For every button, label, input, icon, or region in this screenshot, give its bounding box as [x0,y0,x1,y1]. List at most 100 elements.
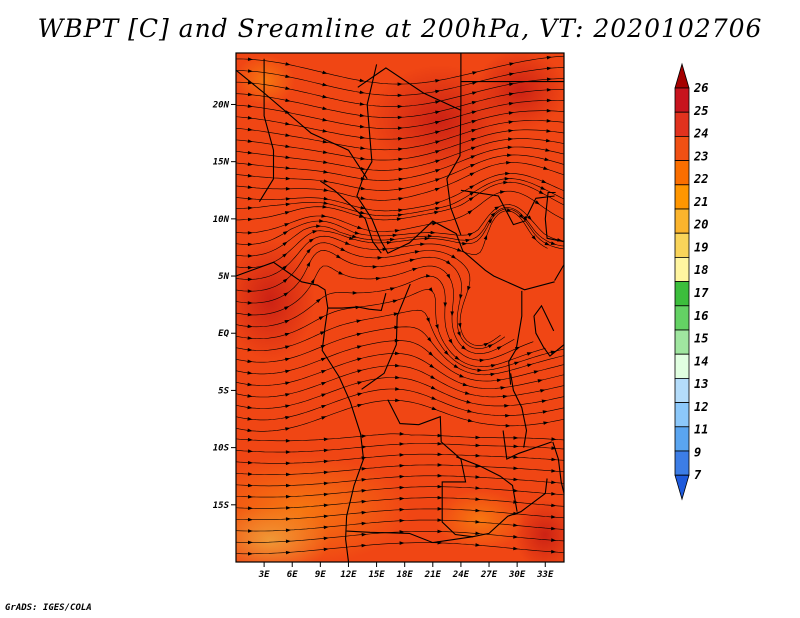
streamline-arrowhead [285,472,291,477]
streamline-arrowhead [467,409,473,413]
streamline-arrowhead [247,206,253,210]
streamline-arrowhead [546,77,552,82]
streamline [236,204,564,245]
x-tick-label: 12E [340,570,357,580]
streamline-arrowhead [479,358,485,363]
streamline-arrowhead [551,480,557,485]
streamline-arrowhead [470,163,476,168]
streamline-arrowhead [398,187,404,192]
streamline-arrowhead [282,278,288,283]
streamline-arrowhead [323,503,329,508]
streamline-arrowhead [508,111,514,115]
streamline [236,190,564,234]
streamline-arrowhead [508,101,515,106]
streamline-arrowhead [285,144,291,149]
streamline-arrowhead [475,453,481,458]
streamline-arrowhead [398,208,404,213]
streamline-arrowhead [475,543,481,547]
streamline-arrowhead [285,121,291,126]
streamline-arrowhead [359,78,365,83]
streamline-arrowhead [372,265,378,269]
y-tick-label: 20N [212,100,230,110]
streamline-arrowhead [397,136,404,141]
streamline-arrowhead [437,484,443,489]
streamline-arrowhead [434,187,441,192]
streamline-arrowhead [247,254,253,258]
x-tick-label: 3E [258,570,270,580]
streamline-arrowhead [435,140,441,144]
streamline-arrowhead [351,234,358,239]
streamline-arrowhead [483,234,488,240]
colorbar-label: 24 [693,127,708,141]
streamline-arrowhead [435,159,441,164]
streamline-arrowhead [508,120,514,124]
streamline-arrowhead [543,166,549,170]
streamline-arrowhead [247,417,253,421]
streamline-arrowhead [394,351,400,356]
streamline-arrowhead [322,150,329,154]
streamline-arrowhead [435,206,441,211]
streamline-arrowhead [361,543,367,548]
streamline-arrowhead [322,82,328,87]
streamline-arrowhead [357,369,363,373]
colorbar-segment [674,111,690,137]
streamline-arrowhead [323,179,329,183]
streamline-arrowhead [437,433,443,438]
streamline-arrowhead [247,428,253,433]
streamline-arrowhead [322,94,328,99]
wbpt-low-patch [435,490,525,550]
streamline-arrowhead [247,150,253,155]
streamline-arrowhead [285,176,291,181]
streamline-arrowhead [359,102,365,106]
streamline-arrowhead [354,231,360,235]
streamline-arrowhead [399,518,405,523]
streamline-arrowhead [456,248,463,252]
streamline-arrowhead [247,324,253,329]
streamline [236,265,515,355]
streamline-arrowhead [360,186,366,191]
streamline-arrowhead [392,299,398,304]
streamline-arrowhead [541,399,547,404]
streamline-arrowhead [469,172,475,177]
streamline-arrowhead [321,370,327,374]
streamline-arrowhead [472,71,478,75]
streamline-arrowhead [357,225,363,230]
streamline-arrowhead [285,528,291,533]
streamline-arrowhead [513,535,519,539]
streamline-arrowhead [357,403,363,408]
streamline-arrowhead [338,270,344,275]
streamline-arrowhead [467,418,474,423]
streamline-arrowhead [425,273,432,278]
streamline-arrowhead [285,427,291,431]
streamline-arrowhead [550,241,557,245]
streamline-arrowhead [546,108,552,113]
streamline-arrowhead [397,104,403,109]
streamline-arrowhead [322,70,328,75]
streamline-arrowhead [542,410,548,414]
streamline-arrowhead [437,463,443,467]
streamline-arrowhead [464,391,471,395]
streamline-arrowhead [359,124,365,129]
map-boundary-line [533,304,564,357]
streamline-arrowhead [321,404,327,409]
streamline-arrowhead [247,80,253,85]
streamline-arrowhead [398,157,404,162]
streamline-arrowhead [306,248,312,254]
streamline-arrowhead [487,218,493,224]
streamline-arrowhead [397,126,403,131]
streamline-arrowhead [247,185,253,189]
streamline-arrowhead [398,167,404,172]
streamline-arrowhead [322,129,328,133]
streamline-arrowhead [527,363,533,368]
streamline-arrowhead [361,510,367,515]
streamline-arrowhead [247,449,253,453]
y-tick-label: 5N [218,272,229,282]
streamline-arrowhead [483,342,489,347]
streamline-arrowhead [285,197,291,201]
streamline-arrowhead [428,351,434,357]
map-boundary-line [319,180,382,254]
streamline-arrowhead [361,478,367,482]
streamline-arrowhead [247,437,253,442]
streamline-arrowhead [306,261,311,267]
streamline-arrowhead [506,208,512,212]
